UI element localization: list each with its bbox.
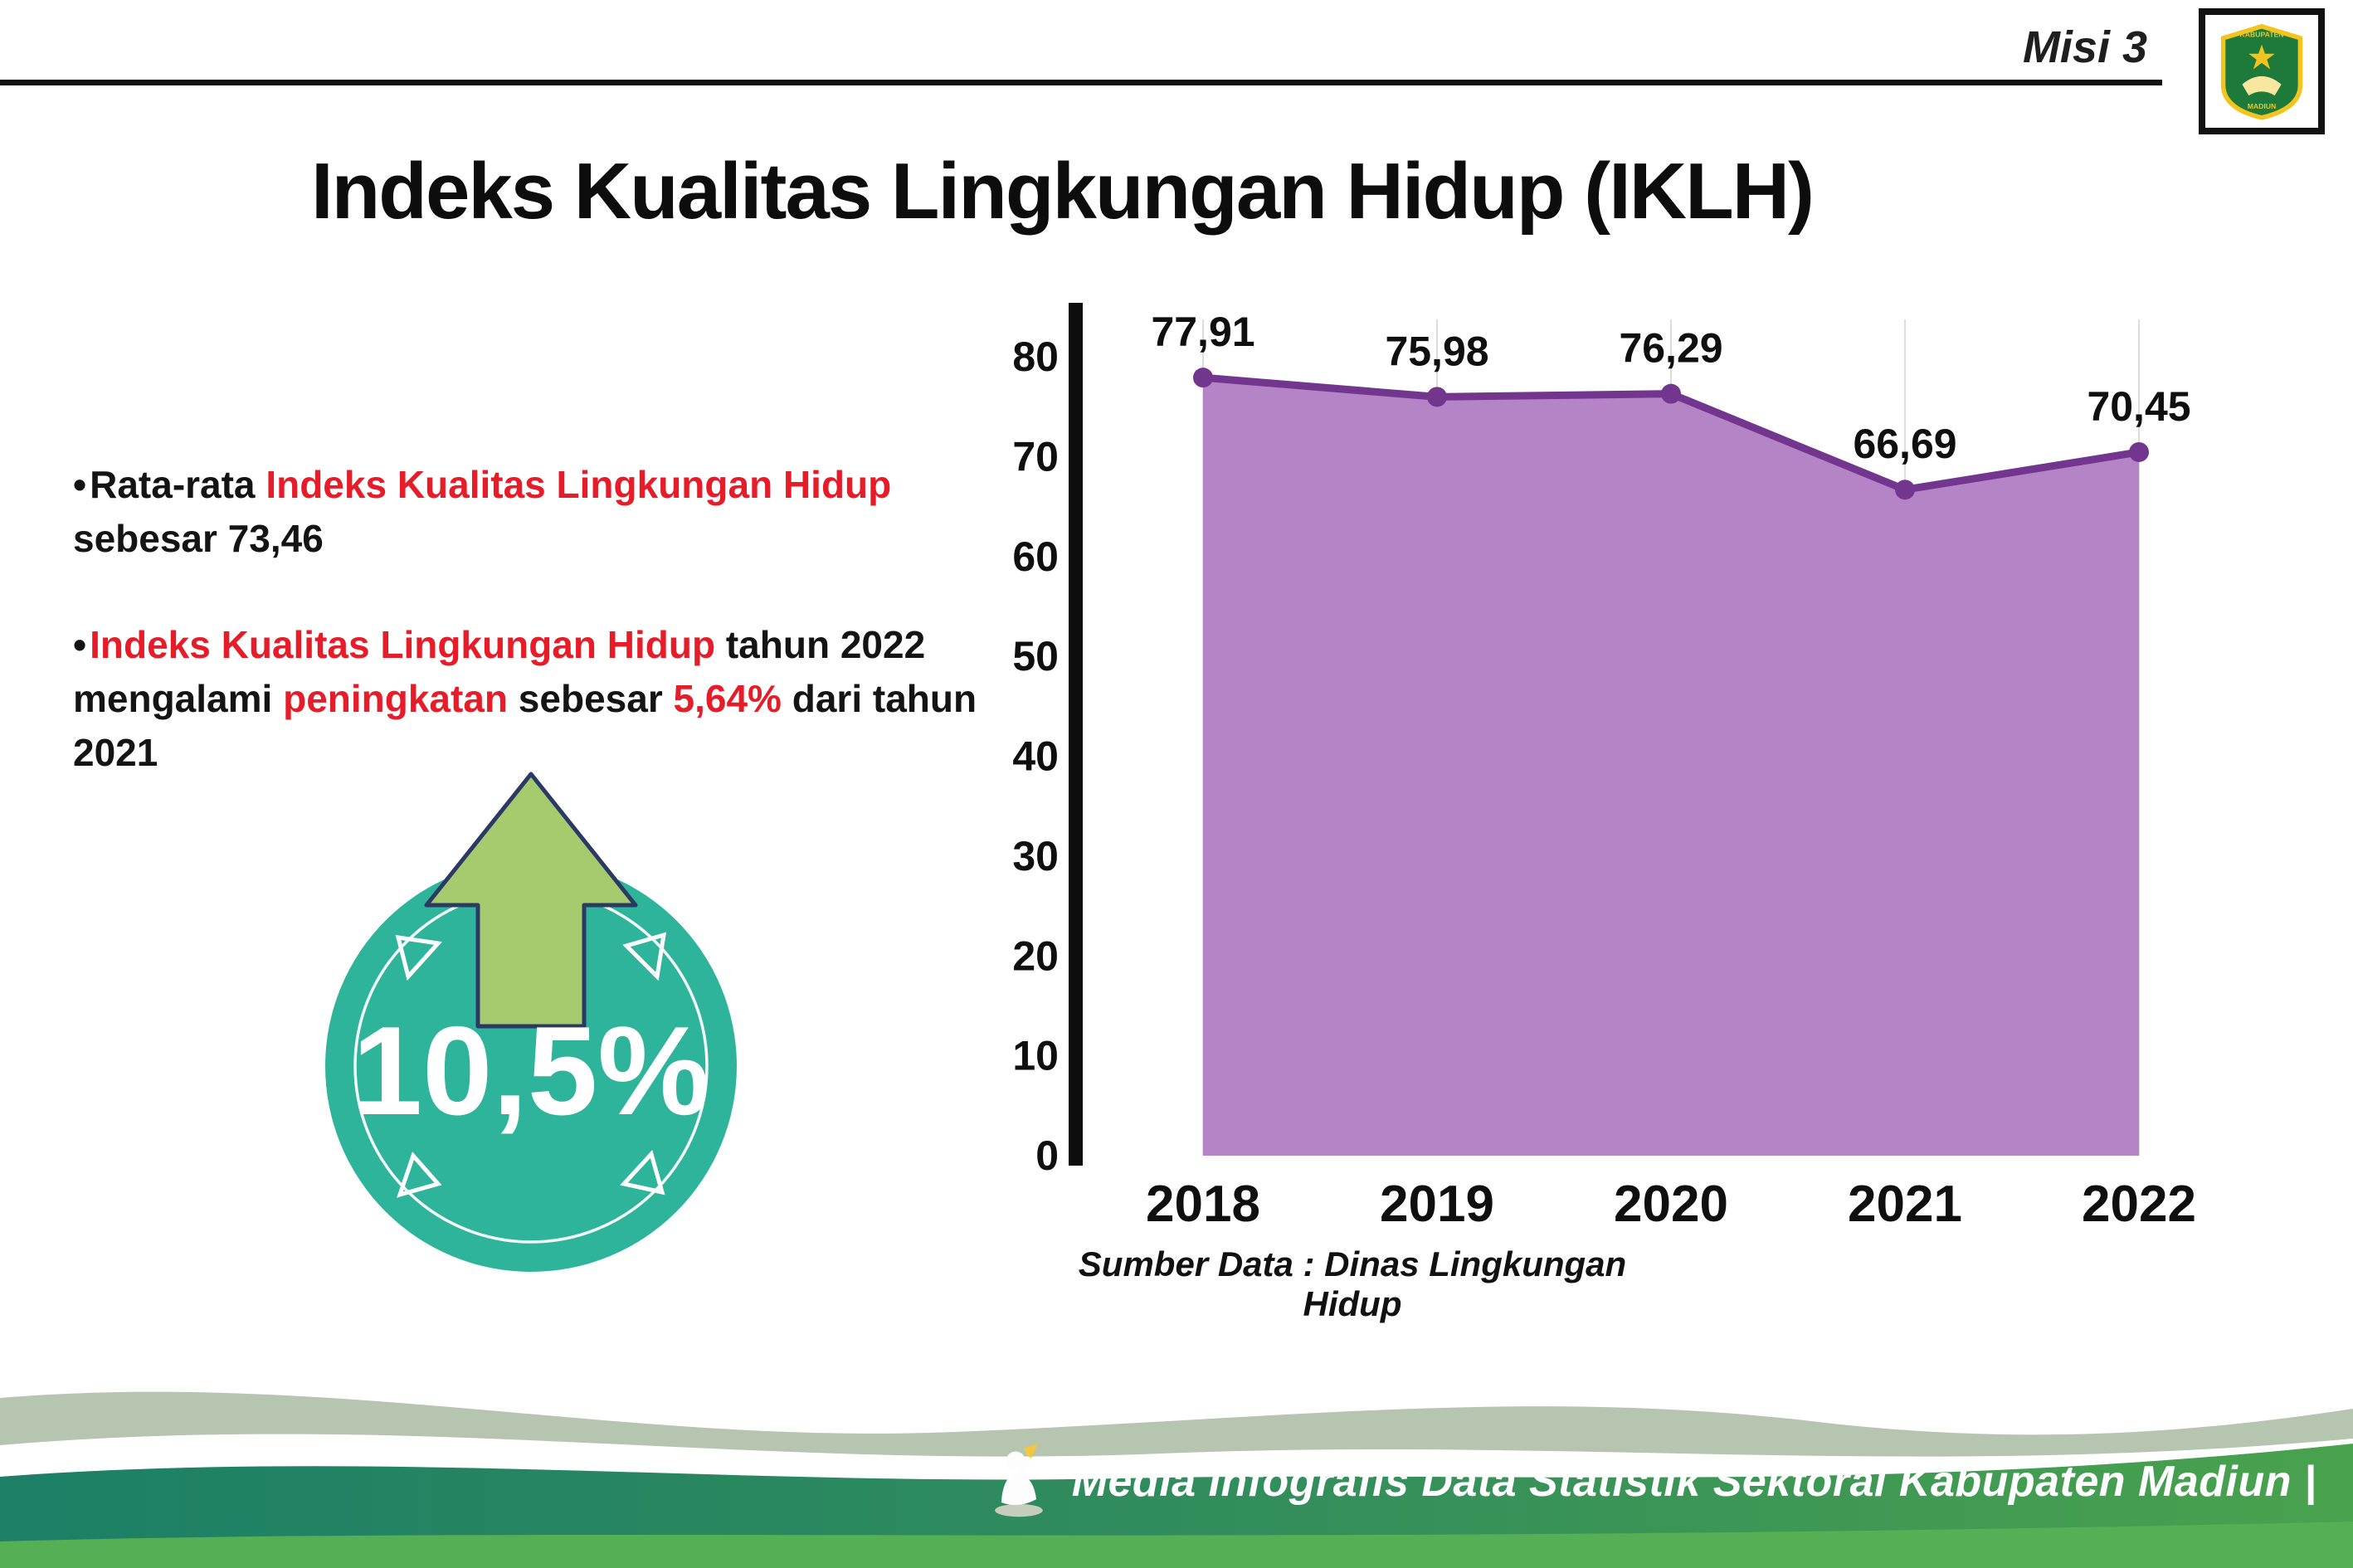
logo-star-icon <box>2248 44 2275 70</box>
text-segment: Rata-rata <box>90 463 266 506</box>
logo-shield <box>2220 23 2303 120</box>
x-tick-label: 2021 <box>1848 1176 1962 1233</box>
text-segment-highlight: peningkatan <box>283 676 509 720</box>
point-label: 76,29 <box>1619 325 1722 372</box>
data-point <box>1895 480 1915 500</box>
x-tick-label: 2022 <box>2082 1176 2196 1233</box>
text-segment-highlight: Indeks Kualitas Lingkungan Hidup <box>266 463 892 506</box>
y-axis <box>1069 303 1083 1166</box>
kabupaten-madiun-logo: KABUPATEN MADIUN <box>2199 8 2325 134</box>
chart-canvas: 0 10 20 30 40 50 60 70 80 77,91 75,98 76,29 66,69 70,… <box>1012 303 2196 1233</box>
mascot-arm <box>1016 1456 1031 1482</box>
up-arrow-icon <box>424 772 638 1029</box>
mascot-icon <box>994 1443 1043 1517</box>
insight-increase: Indeks Kualitas Lingkungan Hidup tahun 2… <box>73 618 1027 781</box>
logo-crest-icon: KABUPATEN MADIUN <box>2220 23 2303 120</box>
y-tick-label: 30 <box>1012 833 1059 879</box>
y-tick-label: 10 <box>1012 1033 1059 1079</box>
y-tick-label: 0 <box>1035 1132 1059 1179</box>
text-segment: sebesar <box>508 676 674 720</box>
footer-credit-text: Media Infografis Data Statistik Sektoral… <box>1071 1458 2316 1506</box>
y-tick-label: 40 <box>1012 733 1059 780</box>
y-tick-label: 80 <box>1012 334 1059 380</box>
logo-mountain <box>2242 75 2282 96</box>
insight-average: Rata-rata Indeks Kualitas Lingkungan Hid… <box>73 458 1027 567</box>
pencil-icon <box>1023 1443 1038 1462</box>
badge-circle <box>325 860 737 1272</box>
badge-deco-triangle <box>620 1150 665 1195</box>
footer-wave-strip <box>0 1522 2353 1568</box>
badge-value: 10,5% <box>353 1001 710 1142</box>
y-tick-label: 60 <box>1012 533 1059 580</box>
data-point <box>1193 368 1213 388</box>
x-tick-label: 2019 <box>1380 1176 1494 1233</box>
data-point <box>1661 383 1681 404</box>
mascot-base <box>994 1503 1043 1517</box>
badge-deco-triangle <box>622 932 667 981</box>
badge-deco-triangle <box>397 1152 442 1198</box>
data-point <box>2129 441 2149 462</box>
iklh-area-chart: 0 10 20 30 40 50 60 70 80 77,91 75,98 76,29 66,69 70,… <box>979 290 2240 1253</box>
badge-deco-triangle <box>395 934 442 981</box>
y-tick-label: 70 <box>1012 433 1059 480</box>
text-segment-highlight: 5,64% <box>673 676 782 720</box>
text-segment-highlight: Indeks Kualitas Lingkungan Hidup <box>90 622 716 666</box>
mascot-body <box>1001 1473 1036 1506</box>
point-label: 66,69 <box>1853 421 1956 467</box>
data-point <box>1427 387 1447 407</box>
growth-badge: 10,5% <box>299 747 763 1294</box>
data-source: Sumber Data : Dinas Lingkungan Hidup <box>1078 1244 1627 1323</box>
text-segment: dari tahun 2021 <box>73 676 977 775</box>
logo-top-text: KABUPATEN <box>2240 30 2284 38</box>
footer-credit: Media Infografis Data Statistik Sektoral… <box>979 1442 2316 1522</box>
point-label: 77,91 <box>1151 309 1254 355</box>
page-title: Indeks Kualitas Lingkungan Hidup (IKLH) <box>310 147 1815 236</box>
logo-bottom-text: MADIUN <box>2248 102 2277 110</box>
text-segment: tahun 2022 mengalami <box>73 622 926 720</box>
text-segment: sebesar 73,46 <box>73 517 324 561</box>
mascot-head <box>1006 1451 1025 1471</box>
insights-list: Rata-rata Indeks Kualitas Lingkungan Hid… <box>73 458 1027 832</box>
y-tick-label: 50 <box>1012 633 1059 679</box>
footer-wave-graphic <box>0 1391 2353 1568</box>
point-label: 70,45 <box>2087 383 2190 430</box>
growth-badge-graphic: 10,5% <box>325 772 737 1272</box>
x-tick-label: 2020 <box>1614 1176 1728 1233</box>
point-label: 75,98 <box>1385 328 1488 374</box>
misi-label: Misi 3 <box>2022 22 2147 72</box>
x-tick-label: 2018 <box>1146 1176 1260 1233</box>
header-rule <box>0 80 2162 85</box>
area-fill <box>1203 377 2139 1156</box>
y-tick-label: 20 <box>1012 933 1059 979</box>
